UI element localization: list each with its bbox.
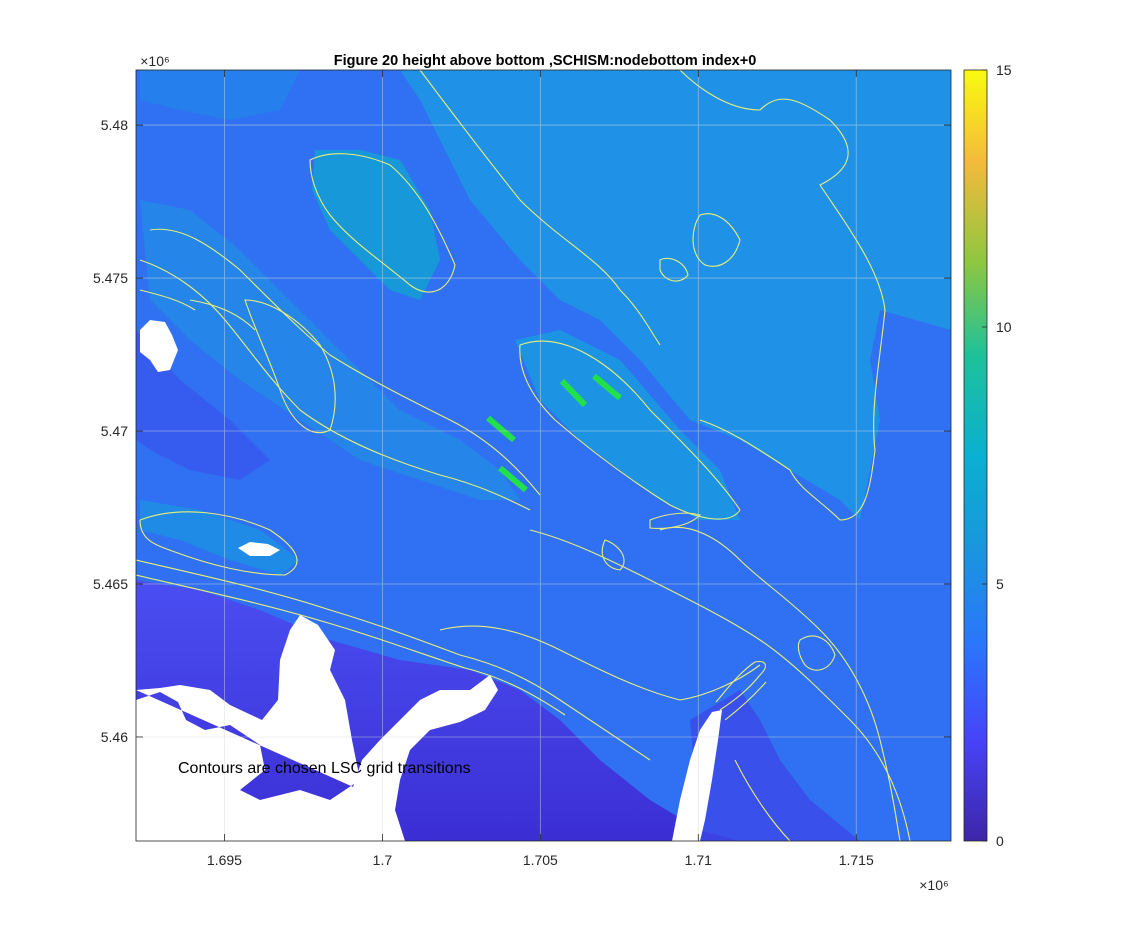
grid-lines: [136, 70, 951, 841]
contour-line: [601, 539, 625, 571]
colorbar: [963, 69, 988, 842]
y-tick-label: 5.46: [101, 729, 128, 745]
field-shoal-west-ridge: [140, 500, 300, 575]
field-deep-channel-southeast: [690, 690, 860, 841]
field-shoal-center: [515, 330, 740, 520]
contour-line: [419, 70, 661, 346]
contour-line: [734, 759, 791, 841]
contour-line: [439, 625, 761, 701]
land-small-island: [238, 542, 280, 556]
contour-line: [797, 635, 836, 671]
y-tick-label: 5.465: [93, 576, 128, 592]
colorbar-axis: 0 5 10 15: [982, 62, 1012, 849]
field-shoal-ne-ridge: [140, 70, 300, 120]
contour-line: [724, 681, 767, 721]
contour-line: [136, 559, 651, 761]
chart-title: Figure 20 height above bottom ,SCHISM:no…: [334, 53, 757, 69]
colorbar-tick-label: 5: [996, 576, 1004, 592]
contour-annotation: Contours are chosen LSC grid transitions: [178, 760, 471, 777]
axes-frame: [135, 69, 952, 842]
land-southeast-point: [672, 710, 722, 841]
green-marker: [486, 415, 516, 443]
contour-lines: [136, 70, 911, 841]
contour-line: [139, 259, 531, 511]
land-west-islet: [140, 320, 178, 372]
contour-line: [149, 228, 541, 496]
green-marker: [498, 465, 528, 493]
contour-line: [692, 213, 741, 267]
contour-line: [659, 526, 901, 841]
green-marker: [592, 373, 622, 401]
y-tick-label: 5.47: [101, 423, 128, 439]
contour-line: [309, 153, 456, 293]
green-marker: [559, 378, 588, 408]
x-tick-label: 1.695: [207, 852, 242, 868]
colorbar-tick-label: 15: [996, 62, 1012, 78]
x-tick-label: 1.7: [373, 852, 393, 868]
x-tick-label: 1.705: [523, 852, 558, 868]
field-shoal-west-island: [312, 150, 440, 300]
contour-line: [715, 661, 766, 711]
plot-area: [136, 70, 951, 841]
x-exponent-label: ×10⁶: [919, 877, 949, 893]
contour-line: [519, 340, 741, 520]
field-deep-channel-west: [136, 330, 270, 480]
field-shoal-nw-band: [140, 200, 520, 500]
contour-line: [679, 70, 886, 521]
colorbar-tick-label: 0: [996, 833, 1004, 849]
y-axis: 5.46 5.465 5.47 5.475 5.48: [93, 117, 951, 745]
contour-line: [139, 511, 298, 576]
y-tick-label: 5.48: [101, 117, 128, 133]
land-west-headland: [136, 615, 360, 841]
x-tick-label: 1.715: [839, 852, 874, 868]
y-exponent-label: ×10⁶: [140, 53, 170, 69]
contour-line: [529, 529, 911, 841]
contour-line: [139, 289, 196, 311]
green-markers: [486, 373, 622, 493]
x-axis: 1.695 1.7 1.705 1.71 1.715: [207, 70, 874, 868]
y-tick-label: 5.475: [93, 270, 128, 286]
contour-line: [244, 299, 336, 434]
field-shoal-north: [400, 70, 951, 520]
x-tick-label: 1.71: [685, 852, 712, 868]
land-south-peninsula: [350, 675, 498, 841]
contour-line: [189, 299, 256, 331]
contour-line: [659, 257, 689, 282]
colorbar-tick-label: 10: [996, 319, 1012, 335]
contour-line: [649, 512, 702, 529]
